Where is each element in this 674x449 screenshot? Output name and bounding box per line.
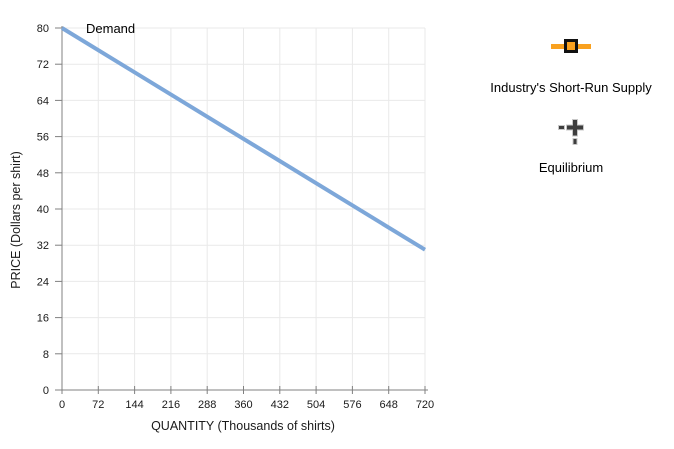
y-tick-label: 80 [37,23,49,35]
y-tick-label: 0 [43,385,49,397]
equilibrium-glyph [557,119,584,145]
supply-line-handle-icon[interactable] [551,38,591,54]
equilibrium-cross [565,119,584,137]
x-tick-label: 216 [162,399,180,411]
x-axis-title: QUANTITY (Thousands of shirts) [151,419,335,433]
y-tick-label: 72 [37,59,49,71]
x-tick-label: 144 [125,399,143,411]
x-tick-label: 432 [271,399,289,411]
y-tick-label: 8 [43,349,49,361]
equilibrium-cross-icon[interactable] [557,119,585,145]
y-tick-label: 40 [37,204,49,216]
legend-label-supply: Industry's Short-Run Supply [490,80,652,95]
equilibrium-dash-left [557,125,565,130]
x-tick-label: 504 [307,399,325,411]
x-tick-label: 288 [198,399,216,411]
x-tick-label: 360 [234,399,252,411]
y-tick-label: 48 [37,168,49,180]
x-tick-label: 648 [380,399,398,411]
equilibrium-dash-bottom [572,138,577,145]
supply-drag-handle [564,39,578,53]
y-tick-label: 16 [37,313,49,325]
x-tick-label: 576 [343,399,361,411]
plot-area: 0 8 16 24 32 40 48 56 64 72 80 0 72 144 216 288 360 432 50… [37,21,434,411]
demand-curve[interactable] [60,26,427,252]
y-tick-label: 24 [37,276,49,288]
legend-label-equilibrium: Equilibrium [538,160,604,175]
tool-palette: Industry's Short-Run Supply Equilibrium [468,0,674,175]
x-tick-label: 0 [59,399,65,411]
y-tick-label: 64 [37,95,49,107]
x-tick-label: 720 [416,399,434,411]
series-label: Demand [86,21,135,36]
y-tick-label: 56 [37,132,49,144]
y-tick-label: 32 [37,240,49,252]
y-axis-title: PRICE (Dollars per shirt) [9,151,23,289]
demand-chart: 0 8 16 24 32 40 48 56 64 72 80 0 72 144 216 288 360 432 50… [9,21,434,433]
x-tick-label: 72 [92,399,104,411]
